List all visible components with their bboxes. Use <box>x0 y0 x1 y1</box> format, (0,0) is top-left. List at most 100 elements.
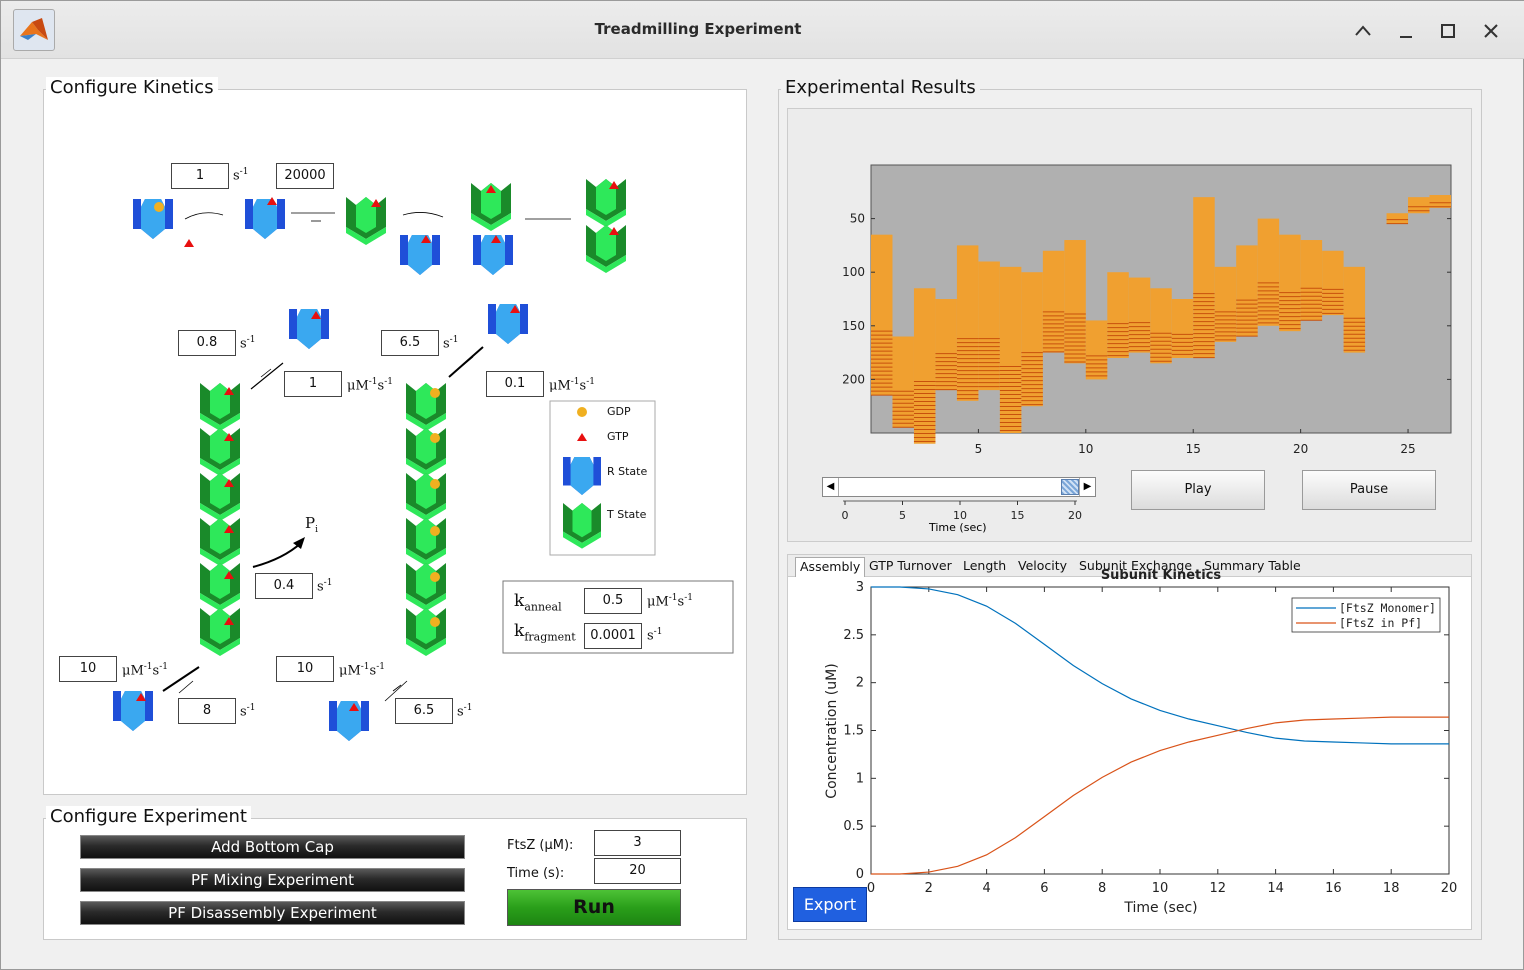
rate-input-11[interactable]: 6.5 <box>395 698 453 724</box>
tab-gtp-turnover[interactable]: GTP Turnover <box>869 558 952 573</box>
kymograph-bars <box>871 195 1451 444</box>
chart-ytick-label: 0 <box>856 867 864 882</box>
configure-experiment-title: Configure Experiment <box>46 806 251 827</box>
kymo-column <box>999 266 1022 433</box>
kymo-column <box>1171 299 1194 358</box>
run-button[interactable]: Run <box>507 889 681 926</box>
legend-r-state-label: R State <box>607 465 648 478</box>
rate-unit-5: μM-1s-1 <box>347 377 393 394</box>
legend-label-0: [FtsZ Monomer] <box>1339 601 1436 615</box>
rate-input-5[interactable]: 1 <box>284 371 342 397</box>
matlab-logo-icon <box>13 9 55 51</box>
rate-input-1[interactable]: 1 <box>171 163 229 189</box>
chevron-up-icon[interactable] <box>1351 19 1375 43</box>
kymo-column <box>956 245 979 401</box>
chart-ytick-label: 3 <box>856 580 864 595</box>
slider-tick-label: 0 <box>842 509 849 522</box>
chart-ytick-label: 1 <box>856 771 864 786</box>
chart-xtick-label: 10 <box>1152 881 1169 896</box>
chart-xtick-label: 14 <box>1267 881 1284 896</box>
tab-velocity[interactable]: Velocity <box>1018 558 1068 573</box>
maximize-icon[interactable] <box>1436 19 1460 43</box>
chart-xtick-label: 16 <box>1325 881 1342 896</box>
kymo-ytick-label: 200 <box>842 372 865 386</box>
kymo-column <box>1279 234 1301 332</box>
tab-length[interactable]: Length <box>963 558 1007 573</box>
slider-tick-label: 10 <box>953 509 967 522</box>
time-input[interactable]: 20 <box>594 858 681 884</box>
tab-summary-table[interactable]: Summary Table <box>1204 558 1301 573</box>
kymo-column <box>1236 245 1258 337</box>
k-anneal-label: kanneal <box>514 591 562 614</box>
kymo-column <box>1021 272 1043 407</box>
chart-xtick-label: 20 <box>1441 881 1458 896</box>
chart-xtick-label: 6 <box>1040 881 1048 896</box>
kymo-column <box>913 288 936 444</box>
kymograph-plot: 50 100 150 200 5 10 15 20 25 <box>842 164 1452 456</box>
chart-xtick-label: 8 <box>1098 881 1106 896</box>
window-title: Treadmilling Experiment <box>594 20 802 38</box>
rate-input-2[interactable]: 20000 <box>276 163 334 189</box>
chart-ytick-label: 0.5 <box>843 819 864 834</box>
time-slider[interactable]: ◀ ▶ <box>822 477 1096 497</box>
legend-label-1: [FtsZ in Pf] <box>1339 616 1422 630</box>
rate-input-7[interactable]: 0.4 <box>255 573 313 599</box>
rate-unit-9: μM-1s-1 <box>339 662 385 679</box>
export-button[interactable]: Export <box>793 887 867 922</box>
k-anneal-input[interactable]: 0.5 <box>584 588 642 614</box>
chart-title: Subunit Kinetics <box>1101 568 1222 583</box>
pi-label: Pi <box>305 514 318 535</box>
ftsz-label: FtsZ (μM): <box>507 838 574 853</box>
k-fragment-input[interactable]: 0.0001 <box>584 623 642 649</box>
kinetics-diagram <box>113 179 734 741</box>
chart-legend <box>1291 597 1441 633</box>
close-icon[interactable] <box>1479 19 1503 43</box>
slider-right-arrow-icon[interactable]: ▶ <box>1079 478 1095 496</box>
minimize-icon[interactable] <box>1394 19 1418 43</box>
rate-input-4[interactable]: 6.5 <box>381 330 439 356</box>
rate-unit-3: s-1 <box>240 335 256 352</box>
rate-unit-7: s-1 <box>317 578 333 595</box>
kymo-column <box>1429 195 1451 208</box>
pf-disassembly-button[interactable]: PF Disassembly Experiment <box>80 901 465 925</box>
rate-unit-10: s-1 <box>240 703 256 720</box>
slider-label: Time (sec) <box>929 521 987 534</box>
kymo-column <box>978 261 1000 391</box>
slider-axis: 0 5 10 15 20 <box>842 500 1082 522</box>
experimental-results-title: Experimental Results <box>781 77 980 98</box>
ftsz-input[interactable]: 3 <box>594 830 681 856</box>
play-button[interactable]: Play <box>1131 470 1265 510</box>
slider-thumb[interactable] <box>1061 479 1079 495</box>
rate-unit-6: μM-1s-1 <box>549 377 595 394</box>
slider-ticks: 0 5 10 15 20 <box>842 501 1082 522</box>
kymo-column <box>1150 288 1172 364</box>
pf-mixing-button[interactable]: PF Mixing Experiment <box>80 868 465 892</box>
kymo-column <box>1064 240 1086 364</box>
kymo-column <box>1322 250 1344 316</box>
legend-gtp-label: GTP <box>607 430 629 443</box>
kymo-column <box>1386 213 1409 224</box>
kymo-column <box>1085 320 1108 380</box>
rate-input-6[interactable]: 0.1 <box>486 371 544 397</box>
chart-axes <box>870 586 1450 875</box>
chart-xtick-label: 0 <box>867 881 875 896</box>
pause-button[interactable]: Pause <box>1302 470 1436 510</box>
rate-input-8[interactable]: 10 <box>59 656 117 682</box>
kymograph-x-ticks: 5 10 15 20 25 <box>975 429 1416 456</box>
kymo-column <box>1042 250 1065 353</box>
k-fragment-unit: s-1 <box>647 627 663 644</box>
chart-ytick-label: 1.5 <box>843 724 864 739</box>
kymo-column <box>1408 197 1430 214</box>
rate-input-9[interactable]: 10 <box>276 656 334 682</box>
rate-input-10[interactable]: 8 <box>178 698 236 724</box>
kymo-ytick-label: 150 <box>842 319 865 333</box>
tab-strip <box>788 555 1471 577</box>
add-bottom-cap-button[interactable]: Add Bottom Cap <box>80 835 465 859</box>
rate-input-3[interactable]: 0.8 <box>178 330 236 356</box>
kymo-column <box>1107 272 1129 358</box>
tab-subunit-exchange[interactable]: Subunit Exchange <box>1079 558 1193 573</box>
tab-assembly[interactable]: Assembly <box>795 557 866 577</box>
kymo-column <box>892 336 914 428</box>
slider-left-arrow-icon[interactable]: ◀ <box>823 478 839 496</box>
